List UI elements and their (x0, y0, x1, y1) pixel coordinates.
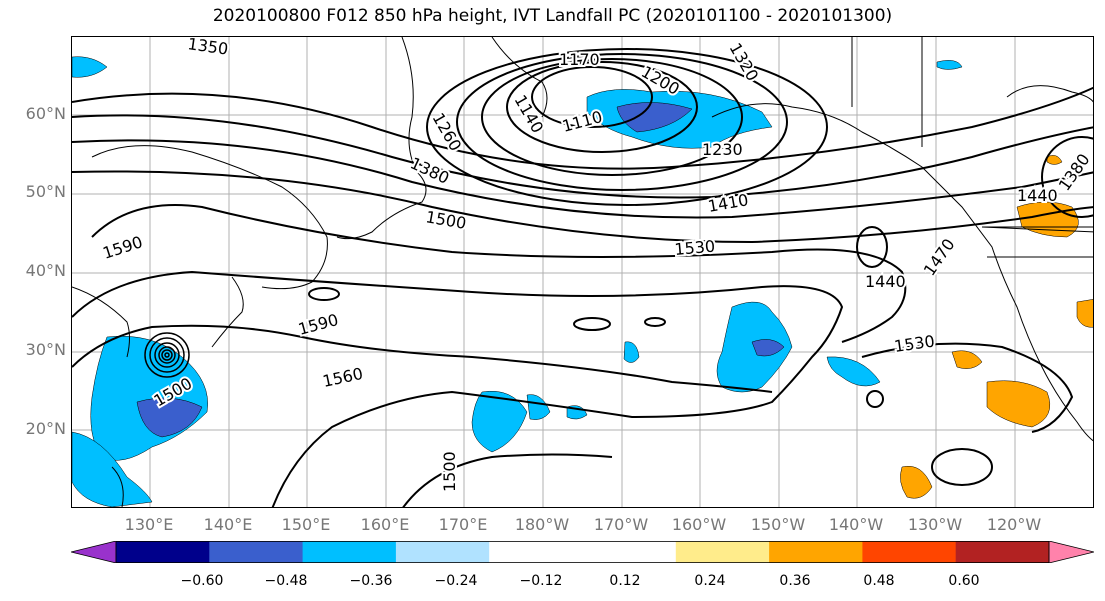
colorbar-label: 0.60 (948, 573, 980, 589)
lon-tick-140e: 140°E (203, 515, 253, 534)
colorbar-segment (955, 541, 1050, 563)
colorbar-segment (675, 541, 770, 563)
map-title: 2020100800 F012 850 hPa height, IVT Land… (212, 6, 893, 26)
colorbar-extend-low (71, 541, 117, 563)
contour-label: 1110 (560, 107, 604, 136)
contour-label: 1560 (321, 364, 365, 391)
colorbar-segment (302, 541, 397, 563)
lon-tick-170w: 170°W (593, 515, 649, 534)
colorbar-label: −0.48 (264, 573, 308, 589)
lon-tick-120w: 120°W (986, 515, 1042, 534)
lon-tick-160e: 160°E (360, 515, 410, 534)
lat-tick-20: 20°N (25, 419, 66, 438)
colorbar-segment (862, 541, 957, 563)
colorbar-segment (769, 541, 863, 563)
colorbar-segments (71, 541, 1094, 563)
contour-label: 1440 (1017, 186, 1058, 205)
colorbar-label: −0.36 (349, 573, 393, 589)
contour-label: 1320 (726, 40, 763, 85)
coastlines (72, 37, 1093, 507)
contour-label: 1500 (424, 207, 467, 233)
height-contours (72, 48, 1093, 507)
lon-tick-160w: 160°W (671, 515, 727, 534)
contour-label: 1170 (559, 50, 600, 69)
contour-label: 1230 (702, 140, 743, 159)
map-panel: 1350 1260 1170 1200 1320 1140 1110 1230 … (71, 36, 1094, 508)
lat-tick-30: 30°N (25, 340, 66, 359)
colorbar-segment (489, 541, 583, 563)
contour-label: 1590 (296, 310, 340, 339)
typhoon-contours (144, 332, 190, 378)
colorbar-label: −0.60 (180, 573, 224, 589)
gridlines (72, 37, 1093, 507)
lon-tick-170e: 170°E (438, 515, 488, 534)
lon-tick-150e: 150°E (281, 515, 331, 534)
colorbar-label: −0.12 (519, 573, 563, 589)
lon-tick-180w: 180°W (514, 515, 570, 534)
contour-label: 1500 (440, 451, 459, 492)
contour-label: 1590 (100, 232, 145, 263)
colorbar-label: 0.48 (863, 573, 895, 589)
contour-label: 1380 (1055, 150, 1094, 194)
negative-shading (72, 56, 963, 507)
lat-tick-50: 50°N (25, 182, 66, 201)
lat-tick-40: 40°N (25, 261, 66, 280)
colorbar-label: 0.24 (694, 573, 726, 589)
colorbar-frame (115, 541, 1050, 563)
positive-shading (900, 155, 1093, 499)
colorbar-extend-high (1048, 541, 1094, 563)
colorbar-segment (395, 541, 490, 563)
lon-tick-150w: 150°W (750, 515, 806, 534)
lat-tick-60: 60°N (25, 104, 66, 123)
lon-tick-130e: 130°E (124, 515, 174, 534)
colorbar-label: −0.24 (434, 573, 478, 589)
colorbar-label: 0.36 (779, 573, 811, 589)
map-svg: 1350 1260 1170 1200 1320 1140 1110 1230 … (72, 37, 1094, 507)
contour-label: 1530 (674, 237, 716, 259)
colorbar-segment (582, 541, 677, 563)
colorbar-label: 0.12 (609, 573, 641, 589)
colorbar (71, 541, 1094, 563)
contour-label: 1440 (865, 272, 906, 291)
lon-tick-140w: 140°W (828, 515, 884, 534)
lon-tick-130w: 130°W (907, 515, 963, 534)
contour-label: 1350 (186, 37, 229, 59)
colorbar-segment (209, 541, 304, 563)
colorbar-segment (116, 541, 210, 563)
